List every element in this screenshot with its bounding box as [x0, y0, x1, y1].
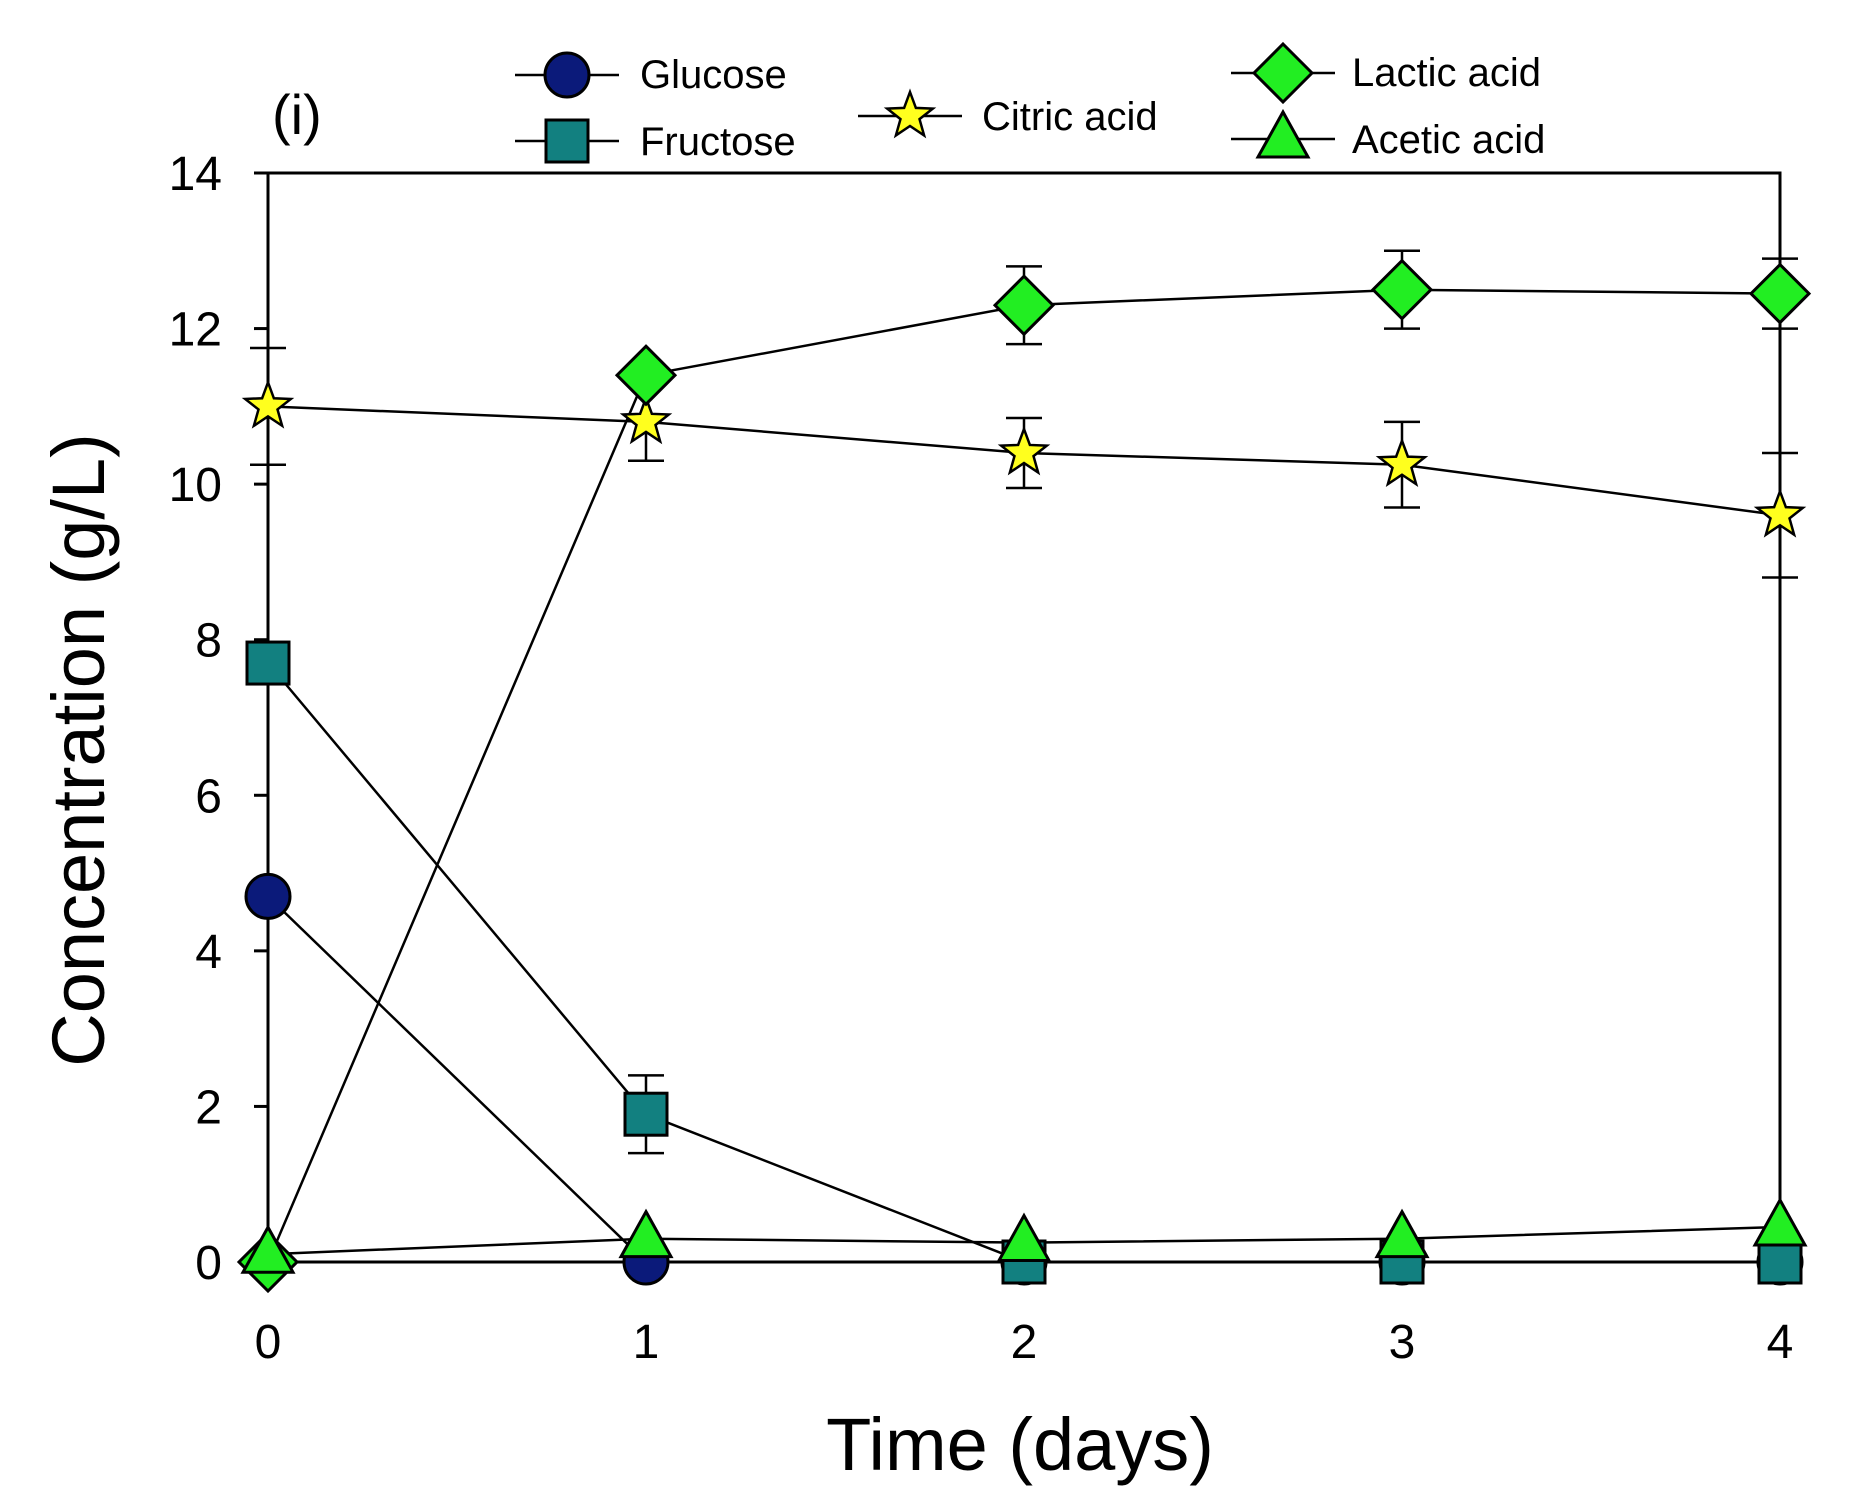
acetic-acid-point [1374, 1208, 1430, 1259]
fructose-line [267, 662, 1780, 1264]
x-tick-label: 4 [1767, 1316, 1794, 1369]
acetic-acid-point [1752, 1196, 1808, 1247]
x-tick-label: 1 [633, 1316, 660, 1369]
x-axis-title: Time (days) [826, 1403, 1214, 1486]
legend-label-citric-acid: Citric acid [982, 95, 1158, 139]
legend-label-fructose: Fructose [640, 120, 796, 164]
lactic-acid-point [1370, 258, 1434, 321]
citric-acid-point [997, 425, 1051, 476]
x-tick-label: 3 [1389, 1316, 1416, 1369]
legend-marker-glucose [543, 51, 591, 99]
lactic-acid-point [992, 274, 1056, 337]
fructose-point [245, 640, 291, 686]
legend-label-acetic-acid: Acetic acid [1352, 118, 1545, 162]
glucose-point [244, 872, 292, 920]
citric-acid-point [619, 394, 673, 445]
glucose-line [267, 895, 1780, 1264]
legend-marker-fructose [544, 118, 590, 164]
y-tick-label: 0 [195, 1237, 222, 1290]
citric-acid-point [1753, 487, 1807, 538]
fructose-point [623, 1091, 669, 1137]
legend-marker-citric-acid [883, 88, 937, 139]
y-tick-label: 8 [195, 615, 222, 668]
y-tick-label: 14 [169, 148, 222, 201]
y-tick-label: 2 [195, 1081, 222, 1134]
y-axis-title: Concentration (g/L) [37, 433, 120, 1066]
y-tick-label: 10 [169, 459, 222, 512]
x-tick-label: 2 [1011, 1316, 1038, 1369]
legend-marker-acetic-acid [1255, 108, 1311, 159]
x-tick-labels: 0 1 2 3 4 [255, 1316, 1794, 1369]
acetic-acid-point [996, 1212, 1052, 1263]
acetic-acid-point [240, 1224, 296, 1274]
lactic-acid-point [1748, 262, 1812, 325]
legend-marker-lactic-acid [1251, 41, 1315, 105]
y-tick-label: 4 [195, 926, 222, 979]
x-tick-label: 0 [255, 1316, 282, 1369]
legend-label-lactic-acid: Lactic acid [1352, 51, 1541, 95]
citric-acid-point [1375, 437, 1429, 488]
legend-label-glucose: Glucose [640, 53, 787, 97]
y-tick-label: 6 [195, 770, 222, 823]
acetic-acid-point [618, 1208, 674, 1259]
y-tick-labels: 0 2 4 6 8 10 12 14 [169, 148, 222, 1290]
citric-acid-point [241, 378, 295, 429]
fructose-point [1757, 1239, 1803, 1285]
panel-label: (i) [272, 83, 322, 146]
y-tick-label: 12 [169, 304, 222, 357]
lactic-acid-point [614, 344, 678, 407]
